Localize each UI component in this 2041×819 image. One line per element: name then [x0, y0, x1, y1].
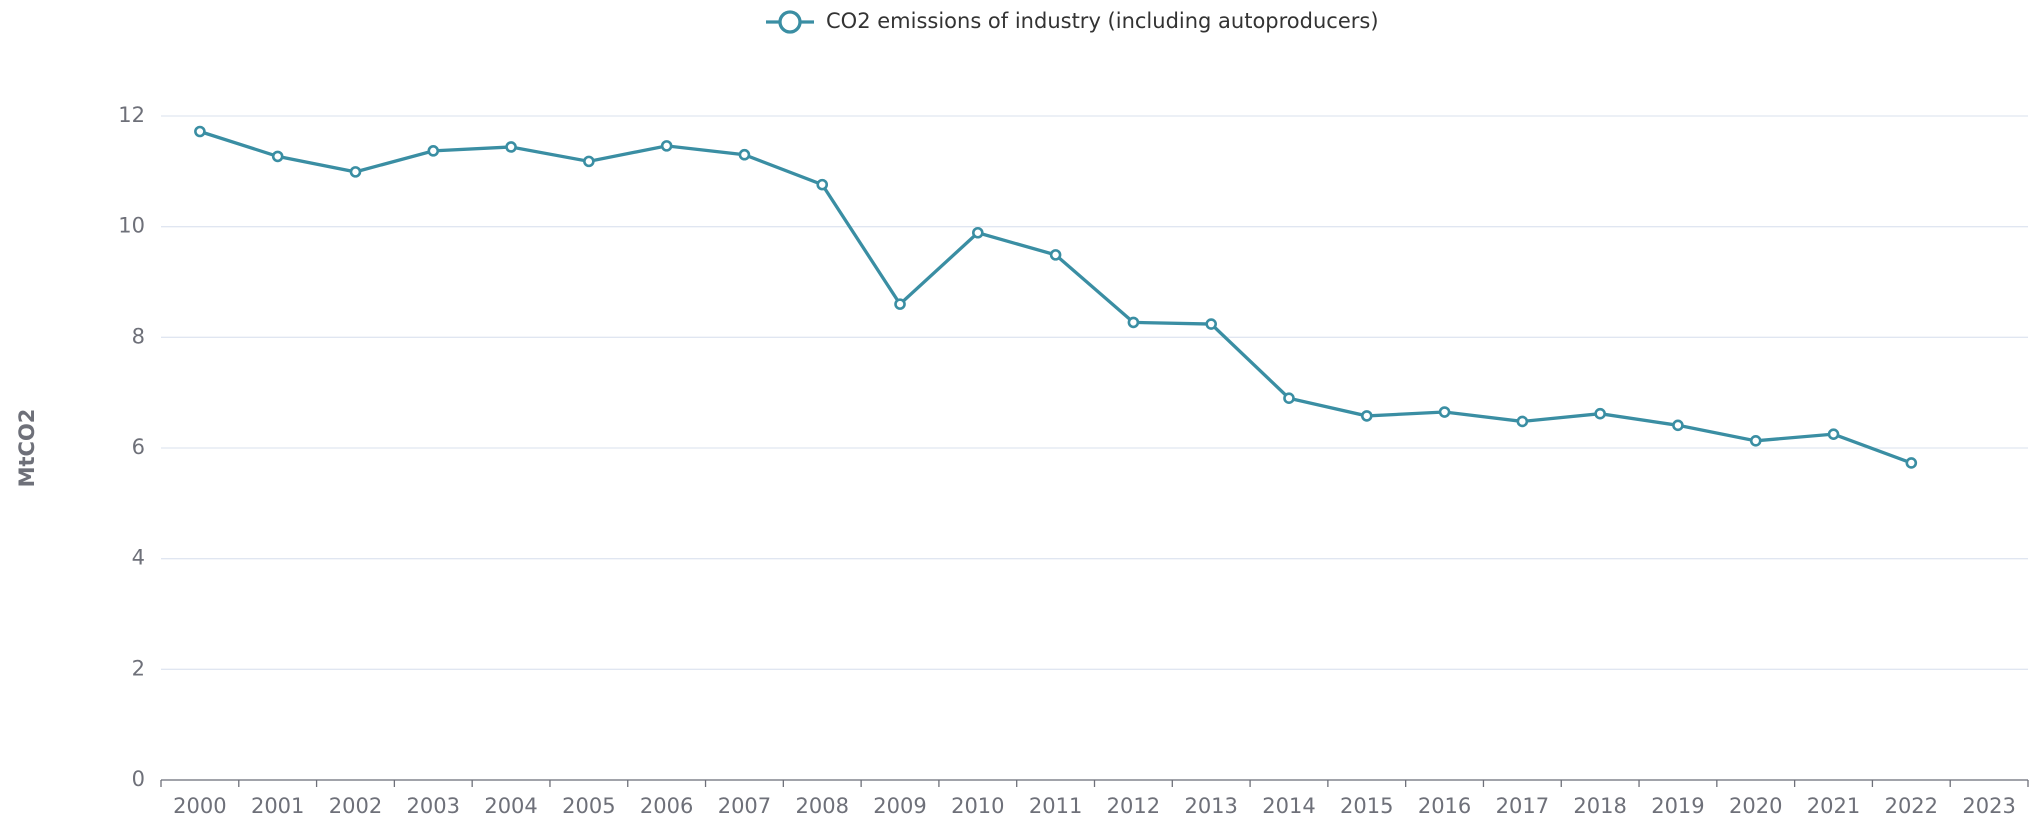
data-point [1360, 410, 1373, 422]
x-tick-label: 2021 [1807, 794, 1860, 818]
x-tick-label: 2007 [718, 794, 771, 818]
x-tick-label: 2003 [407, 794, 460, 818]
x-tick-label: 2020 [1729, 794, 1782, 818]
data-point [1905, 457, 1918, 469]
x-tick-label: 2009 [873, 794, 926, 818]
data-point [349, 166, 362, 178]
x-tick-label: 2013 [1184, 794, 1237, 818]
x-tick-label: 2005 [562, 794, 615, 818]
data-point [816, 178, 829, 191]
y-tick-label: 12 [118, 103, 145, 127]
x-tick-label: 2002 [329, 794, 382, 818]
data-point [1672, 419, 1684, 432]
x-tick-label: 2006 [640, 794, 693, 818]
y-tick-label: 2 [132, 656, 145, 680]
y-axis-label: MtCO2 [15, 409, 39, 488]
data-point [194, 125, 206, 138]
y-tick-label: 4 [132, 546, 145, 570]
x-tick-label: 2010 [951, 794, 1004, 818]
series-line [199, 129, 1912, 465]
x-tick-label: 2012 [1107, 794, 1160, 818]
x-tick-label: 2014 [1262, 794, 1315, 818]
data-point [1827, 428, 1840, 440]
data-point [894, 298, 906, 310]
legend-label: CO2 emissions of industry (including aut… [826, 9, 1379, 33]
x-tick-label: 2015 [1340, 794, 1393, 818]
data-point [1516, 415, 1529, 428]
data-point [1749, 435, 1762, 447]
y-tick-label: 8 [132, 324, 145, 348]
data-point [1205, 318, 1217, 330]
x-tick-label: 2019 [1651, 794, 1704, 818]
y-tick-label: 6 [132, 435, 145, 459]
data-point [1283, 392, 1295, 405]
data-point [505, 141, 517, 153]
x-tick-label: 2017 [1496, 794, 1549, 818]
data-point [271, 150, 284, 163]
x-tick-label: 2008 [796, 794, 849, 818]
data-point [427, 145, 440, 157]
x-tick-label: 2004 [484, 794, 537, 818]
data-point [1594, 407, 1606, 420]
data-point [1049, 249, 1062, 261]
x-tick-label: 2001 [251, 794, 304, 818]
data-point [660, 140, 673, 152]
x-tick-label: 2011 [1029, 794, 1082, 818]
y-tick-label: 10 [118, 214, 145, 238]
y-tick-label: 0 [132, 767, 145, 791]
x-tick-label: 2022 [1885, 794, 1938, 818]
x-tick-label: 2023 [1962, 794, 2015, 818]
data-point [1127, 316, 1140, 329]
data-point [738, 148, 751, 161]
legend-marker [778, 10, 802, 34]
data-point [972, 226, 984, 239]
x-tick-label: 2000 [173, 794, 226, 818]
data-point [583, 155, 595, 168]
x-tick-label: 2018 [1573, 794, 1626, 818]
data-point [1438, 406, 1451, 418]
x-tick-label: 2016 [1418, 794, 1471, 818]
